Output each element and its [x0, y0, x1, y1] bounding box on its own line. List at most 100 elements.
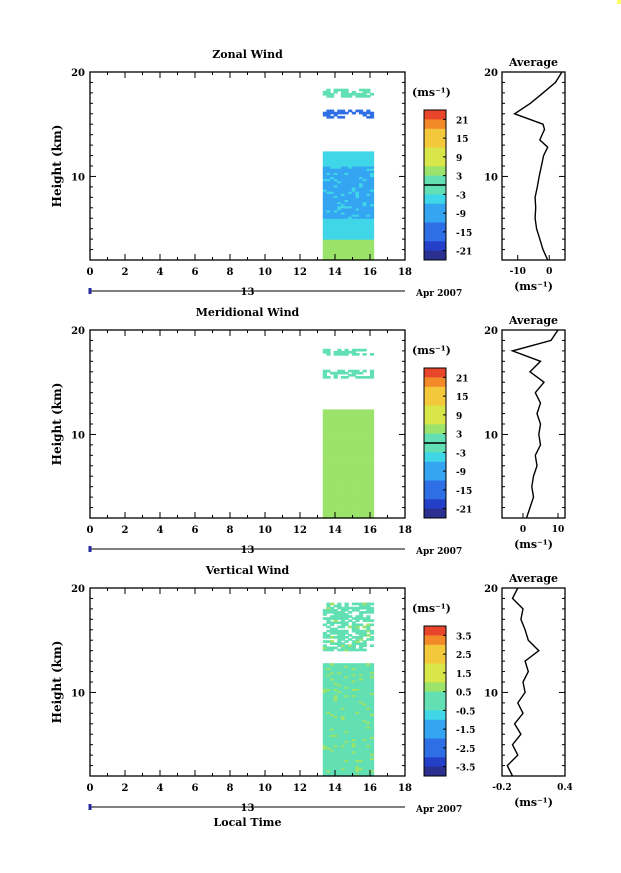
heatmap-cell	[333, 627, 338, 631]
heatmap-cell	[326, 465, 331, 469]
heatmap-cell	[359, 730, 364, 733]
heatmap-cell	[355, 492, 360, 496]
heatmap-cell	[355, 723, 360, 727]
heatmap-cell	[369, 216, 375, 219]
heatmap-cell	[348, 419, 353, 423]
heatmap-cell	[340, 723, 346, 727]
heatmap-cell	[326, 698, 331, 702]
heatmap-cell	[326, 424, 331, 427]
heatmap-cell	[340, 482, 346, 486]
heatmap-cell	[333, 715, 338, 719]
heatmap-cell	[348, 748, 353, 752]
heatmap-cell	[340, 216, 346, 219]
heatmap-cell	[344, 707, 349, 710]
heatmap-cell	[322, 191, 327, 194]
heatmap-cell	[333, 432, 338, 436]
heatmap-cell	[322, 459, 327, 463]
heatmap-cell	[362, 642, 367, 645]
heatmap-cell	[344, 736, 349, 739]
heatmap-cell	[340, 646, 346, 650]
heatmap-cell	[355, 732, 360, 735]
heatmap-cell	[330, 688, 335, 691]
heatmap-cell	[337, 205, 342, 209]
heatmap-cell	[362, 426, 367, 429]
heatmap-cell	[369, 195, 375, 198]
heatmap-cell	[333, 499, 338, 502]
heatmap-cell	[326, 490, 331, 494]
heatmap-cell	[333, 711, 338, 714]
heatmap-cell	[344, 486, 349, 490]
heatmap-cell	[330, 195, 335, 198]
heatmap-cell	[355, 428, 360, 431]
heatmap-cell	[326, 369, 331, 373]
colorbar-band	[424, 119, 446, 130]
heatmap-cell	[369, 638, 375, 641]
colorbar-tick-label: -0.5	[456, 707, 475, 717]
heatmap-cell	[322, 644, 327, 648]
heatmap-cell	[369, 417, 375, 421]
heatmap-cell	[344, 740, 349, 744]
heatmap-cell	[322, 467, 327, 471]
heatmap-cell	[355, 503, 360, 507]
heatmap-cell	[348, 216, 353, 219]
heatmap-cell	[322, 216, 327, 219]
heatmap-cell	[348, 619, 353, 622]
heatmap-cell	[322, 447, 327, 450]
heatmap-cell	[330, 486, 335, 490]
heatmap-cell	[369, 247, 375, 251]
heatmap-cell	[355, 457, 360, 461]
heatmap-cell	[337, 434, 342, 438]
heatmap-cell	[348, 694, 353, 698]
heatmap-cell	[330, 111, 335, 115]
heatmap-cell	[348, 174, 353, 178]
heatmap-cell	[355, 455, 360, 458]
heatmap-cell	[322, 472, 327, 475]
heatmap-cell	[344, 251, 349, 255]
heatmap-cell	[348, 463, 353, 467]
heatmap-cell	[351, 675, 356, 679]
heatmap-cell	[355, 461, 360, 465]
heatmap-cell	[366, 692, 371, 696]
heatmap-cell	[362, 644, 367, 648]
heatmap-cell	[366, 411, 371, 415]
heatmap-cell	[344, 95, 349, 98]
heatmap-cell	[330, 220, 335, 223]
heatmap-cell	[351, 251, 356, 255]
heatmap-cell	[369, 746, 375, 750]
heatmap-cell	[337, 617, 342, 620]
heatmap-cell	[348, 470, 353, 473]
heatmap-cell	[362, 470, 367, 473]
heatmap-cell	[326, 257, 331, 261]
heatmap-cell	[355, 627, 360, 631]
colorbar-band	[424, 156, 446, 167]
heatmap-cell	[322, 717, 327, 721]
heatmap-cell	[351, 241, 356, 244]
colorbar-band	[424, 241, 446, 252]
colorbar-band	[424, 231, 446, 242]
heatmap-cell	[362, 255, 367, 259]
heatmap-cell	[330, 226, 335, 230]
heatmap-cell	[359, 509, 364, 513]
heatmap-cell	[333, 170, 338, 173]
heatmap-cell	[369, 214, 375, 217]
heatmap-cell	[344, 253, 349, 257]
heatmap-cell	[330, 189, 335, 192]
profile-x-label: (ms⁻¹)	[514, 280, 553, 293]
heatmap-cell	[355, 482, 360, 486]
colorbar-band	[424, 682, 446, 693]
heatmap-cell	[340, 736, 346, 739]
heatmap-cell	[344, 199, 349, 203]
heatmap-cell	[337, 709, 342, 712]
heatmap-cell	[369, 696, 375, 700]
heatmap-cell	[366, 490, 371, 494]
heatmap-cell	[348, 507, 353, 511]
heatmap-cell	[344, 474, 349, 477]
heatmap-cell	[362, 232, 367, 236]
heatmap-cell	[340, 184, 346, 188]
heatmap-cell	[369, 730, 375, 733]
heatmap-cell	[366, 732, 371, 735]
heatmap-cell	[322, 728, 327, 731]
heatmap-cell	[362, 447, 367, 450]
heatmap-cell	[340, 663, 346, 666]
heatmap-cell	[326, 153, 331, 157]
